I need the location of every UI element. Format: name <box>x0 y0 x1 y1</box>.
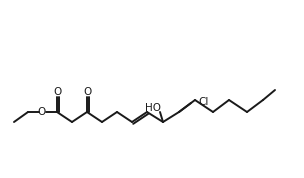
Text: O: O <box>83 87 91 97</box>
Text: O: O <box>53 87 61 97</box>
Text: HO: HO <box>145 103 161 113</box>
Text: Cl: Cl <box>198 97 208 107</box>
Text: O: O <box>38 107 46 117</box>
